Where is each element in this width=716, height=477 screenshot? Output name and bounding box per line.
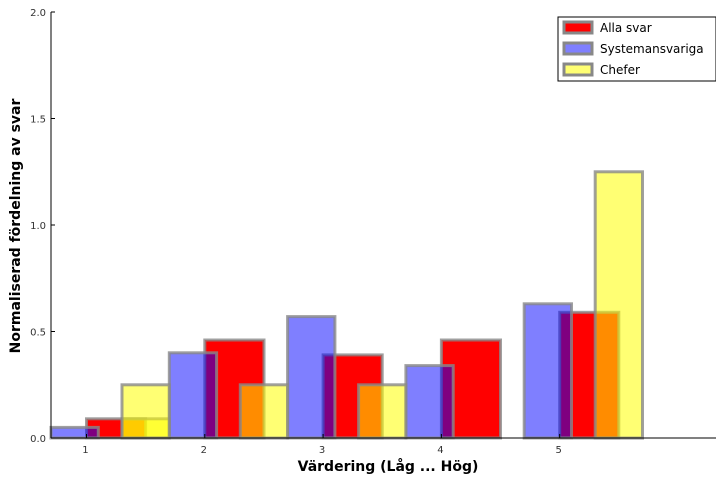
x-tick-label-3: 3	[319, 445, 325, 456]
legend-label-systemansvariga: Systemansvariga	[600, 42, 704, 56]
legend-swatch-chefer	[562, 62, 594, 77]
x-tick-label-2: 2	[201, 445, 207, 456]
ticks: 1 2 3 4 5 0.0 0.5 1.0 1.5 2.0	[30, 8, 562, 456]
bars-layer	[49, 170, 645, 440]
y-tick-label-0.5: 0.5	[30, 328, 46, 339]
legend: Alla svar Systemansvariga Chefer	[557, 16, 716, 82]
bar-chefer-3	[357, 383, 408, 440]
y-tick-label-1.0: 1.0	[30, 221, 46, 232]
legend-label-alla-svar: Alla svar	[600, 21, 652, 35]
bar-chefer-extra-1	[120, 383, 171, 440]
y-tick-label-1.5: 1.5	[30, 115, 46, 126]
legend-label-chefer: Chefer	[600, 63, 640, 77]
y-axis-title: Normaliserad fördelning av svar	[8, 99, 24, 354]
bar-systemansvariga-5	[522, 302, 574, 440]
x-tick-label-4: 4	[437, 445, 443, 456]
legend-swatch-systemansvariga	[562, 41, 594, 56]
x-tick-label-5: 5	[556, 445, 562, 456]
x-tick-label-1: 1	[82, 445, 88, 456]
bar-systemansvariga-3	[286, 315, 337, 440]
bar-systemansvariga-1	[49, 425, 100, 440]
y-tick-label-2.0: 2.0	[30, 8, 46, 19]
bar-chefer-2	[238, 383, 290, 440]
y-tick-label-0.0: 0.0	[30, 434, 46, 445]
bar-systemansvariga-4	[404, 364, 455, 440]
legend-swatch-alla-svar	[562, 20, 594, 35]
x-axis-title: Värdering (Låg ... Hög)	[298, 458, 479, 475]
bar-systemansvariga-2	[167, 351, 219, 440]
bar-chefer-5	[593, 170, 645, 440]
